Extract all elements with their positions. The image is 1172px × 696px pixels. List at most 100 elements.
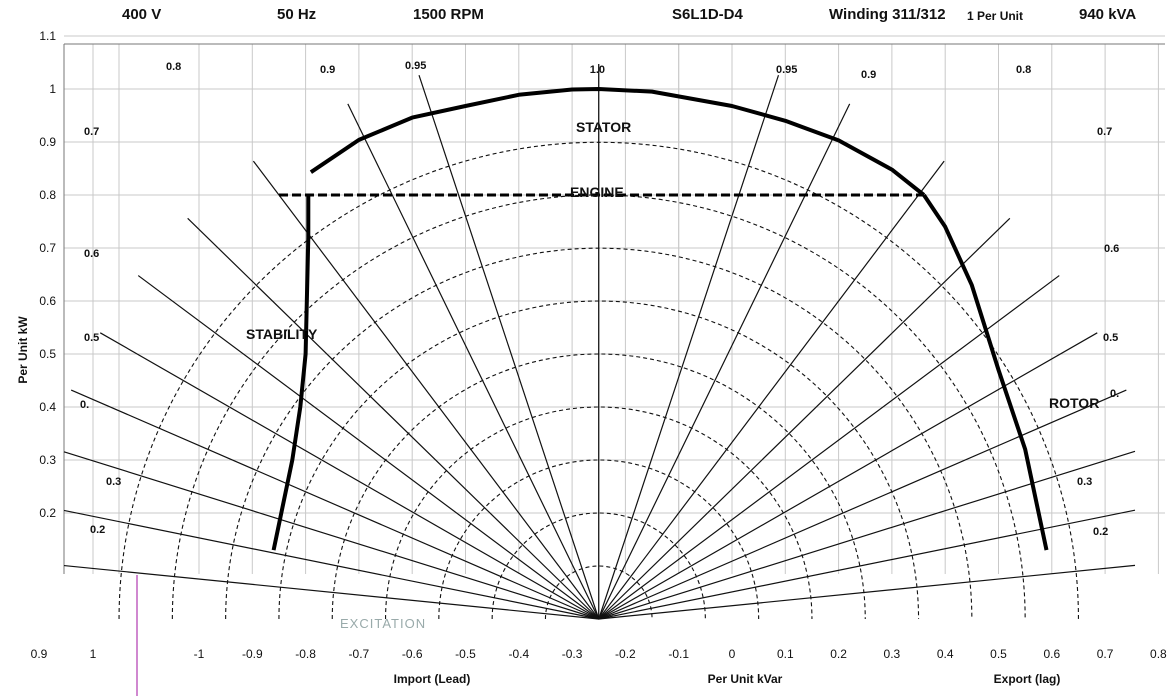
y-tick-label: 0.5 <box>39 347 56 361</box>
excitation-label: EXCITATION <box>340 616 426 631</box>
model-label: S6L1D-D4 <box>672 6 743 23</box>
x-tick-label: -0.3 <box>562 647 583 661</box>
x-tick-label: 0.1 <box>777 647 794 661</box>
x-tick-label: -0.1 <box>668 647 689 661</box>
pf-line <box>598 103 851 620</box>
x-tick-label: -0.8 <box>295 647 316 661</box>
speed-label: 1500 RPM <box>413 6 484 23</box>
axis-labels: 0.2 0.3 0.4 0.5 0.6 0.7 0.8 0.9 1 1.1 Per Unit kW -… <box>16 29 1167 696</box>
pf-line <box>99 332 600 620</box>
rotor-label: ROTOR <box>1049 395 1099 411</box>
pf-label-left: 0.95 <box>405 60 426 72</box>
pf-label-right: 0.8 <box>1016 64 1031 76</box>
pf-label-left: 0. <box>80 399 89 411</box>
pf-label-left: 0.7 <box>84 126 99 138</box>
y-tick-label: 0.7 <box>39 241 56 255</box>
series-lines <box>271 87 1049 551</box>
pf-label-left: 0.6 <box>84 248 99 260</box>
dashed-circle <box>278 300 920 620</box>
pf-line <box>70 389 599 620</box>
pf-label-left: 0.2 <box>90 524 105 536</box>
pf-line <box>598 564 1136 620</box>
pf-line <box>598 509 1136 620</box>
dashed-circle <box>118 141 1079 620</box>
pf-label-top: 1.0 <box>590 64 605 76</box>
pf-label-left: 0.3 <box>106 476 121 488</box>
x-tick-label: 0 <box>729 647 736 661</box>
pf-line <box>598 75 780 620</box>
dashed-circle <box>544 565 653 620</box>
pf-line <box>137 275 600 620</box>
x-tick-label: 0.2 <box>830 647 847 661</box>
pf-label-left: 0.5 <box>84 332 99 344</box>
x-tick-label: 0.7 <box>1097 647 1114 661</box>
stator-label: STATOR <box>576 119 631 135</box>
x-tick-label: 0.4 <box>937 647 954 661</box>
y-tick-label: 0.8 <box>39 188 56 202</box>
frequency-label: 50 Hz <box>277 6 317 23</box>
pf-line <box>598 450 1136 620</box>
grid-lines <box>63 35 1165 619</box>
pf-label-right: 0.9 <box>861 69 876 81</box>
x-axis-label: Per Unit kVar <box>708 672 783 686</box>
x-tick-label: -0.7 <box>349 647 370 661</box>
x-axis-label-left: Import (Lead) <box>394 672 471 686</box>
x-tick-label: 0.3 <box>884 647 901 661</box>
pf-line <box>187 217 600 620</box>
pf-line <box>598 217 1011 620</box>
pf-line <box>347 103 600 620</box>
x-tick-label: -0.9 <box>242 647 263 661</box>
dashed-circle <box>225 247 973 620</box>
stability-label: STABILITY <box>246 326 318 342</box>
pf-line <box>63 451 599 620</box>
pf-line <box>598 275 1060 620</box>
dashed-circle <box>491 512 706 620</box>
x-tick-label: -0.5 <box>455 647 476 661</box>
pf-line <box>63 509 599 620</box>
x-tick-label-extra: 1 <box>90 647 97 661</box>
x-tick-label: -0.6 <box>402 647 423 661</box>
y-tick-label: 0.2 <box>39 506 56 520</box>
x-tick-label-extra: 0.9 <box>31 647 48 661</box>
rating-label: 940 kVA <box>1079 6 1137 23</box>
pf-line <box>598 332 1098 620</box>
series-stability <box>271 195 311 551</box>
y-tick-label: 1.1 <box>39 29 56 43</box>
x-tick-label: 0.5 <box>990 647 1007 661</box>
chart-header: 400 V 50 Hz 1500 RPM S6L1D-D4 Winding 31… <box>0 0 1172 34</box>
pf-label-left: 0.9 <box>320 64 335 76</box>
x-axis-label-right: Export (lag) <box>994 672 1061 686</box>
pf-label-right: 0.2 <box>1093 526 1108 538</box>
x-tick-label: 0.8 <box>1150 647 1167 661</box>
x-tick-label: 0.6 <box>1043 647 1060 661</box>
pf-label-right: 0.5 <box>1103 332 1118 344</box>
pf-line <box>252 160 600 620</box>
pf-label-right: 0.3 <box>1077 476 1092 488</box>
pf-label-left: 0.8 <box>166 61 181 73</box>
y-tick-label: 0.6 <box>39 294 56 308</box>
pf-line <box>63 564 599 620</box>
pf-line <box>418 75 600 620</box>
x-tick-label: -0.2 <box>615 647 636 661</box>
y-axis-label: Per Unit kW <box>16 316 30 384</box>
y-tick-label: 0.3 <box>39 453 56 467</box>
pf-label-right: 0. <box>1110 388 1119 400</box>
power-factor-lines <box>63 75 1136 620</box>
chart-labels: 0.8 0.9 0.95 0.7 0.6 0.5 0. 0.3 0.2 0.95 0.9 0.8 0.7… <box>80 60 1119 631</box>
series-stator <box>309 87 926 197</box>
y-tick-label: 0.9 <box>39 135 56 149</box>
pf-label-right: 0.95 <box>776 64 797 76</box>
pf-line <box>598 389 1127 620</box>
series-rotor <box>922 193 1049 551</box>
engine-label: ENGINE <box>570 184 624 200</box>
x-tick-label: -1 <box>194 647 205 661</box>
dashed-circle <box>331 353 866 620</box>
y-tick-label: 1 <box>49 82 56 96</box>
pf-line <box>598 160 945 620</box>
pf-label-right: 0.7 <box>1097 126 1112 138</box>
per-unit-note: 1 Per Unit <box>967 9 1024 23</box>
winding-label: Winding 311/312 <box>829 6 946 23</box>
voltage-label: 400 V <box>122 6 162 23</box>
x-tick-label: -0.4 <box>508 647 529 661</box>
